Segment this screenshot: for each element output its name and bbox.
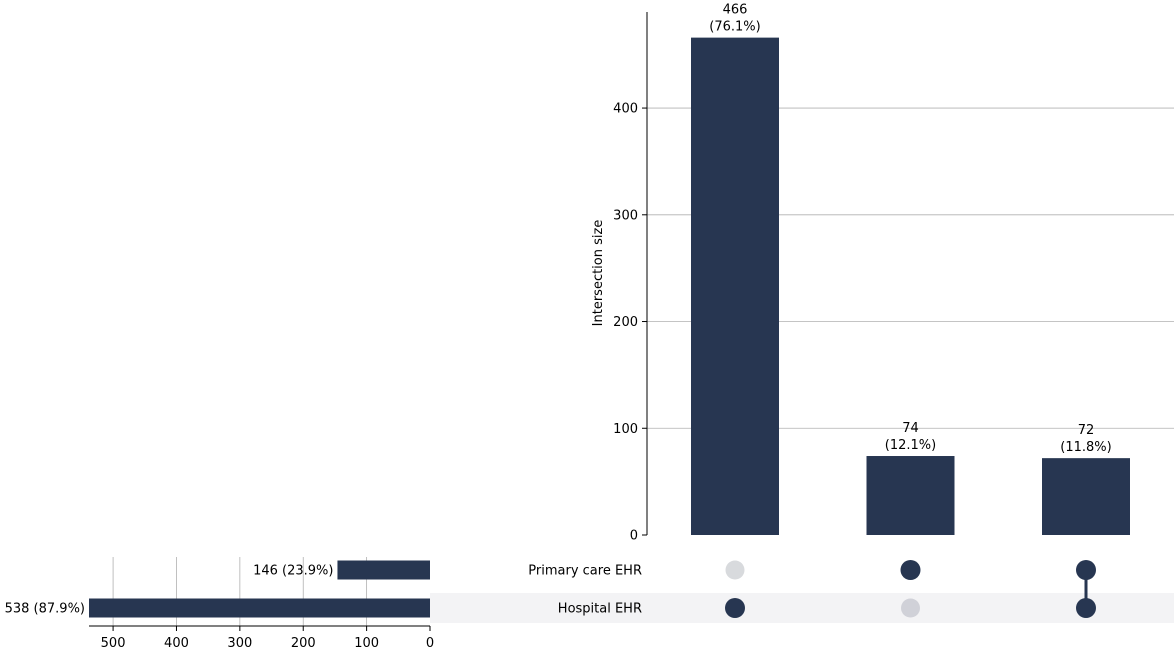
matrix-dot-inactive: [725, 560, 745, 580]
matrix-row-shade: [430, 593, 1174, 623]
intersection-bars: [691, 37, 1130, 535]
matrix-dot-active: [1076, 560, 1096, 580]
intersection-count-label: 74: [902, 421, 919, 436]
intersection-count-label: 72: [1078, 423, 1095, 438]
intersection-bar: [1042, 458, 1130, 535]
y-tick-label: 100: [613, 422, 638, 437]
x-tick-label: 100: [354, 636, 379, 650]
matrix-row-shading: [430, 593, 1174, 623]
set-size-bar: [89, 598, 430, 618]
set-name-hospital-ehr: Hospital EHR: [558, 602, 642, 617]
x-tick-label: 0: [426, 636, 434, 650]
y-tick-label: 400: [613, 102, 638, 117]
intersection-bar: [866, 456, 955, 535]
intersection-percent-label: (12.1%): [885, 438, 936, 453]
x-tick-label: 500: [101, 636, 126, 650]
matrix-dot-active: [725, 598, 745, 618]
labels: 0 100 200 300 400 466 (76.1%) 74 (12.1%) 72 (11.8%…: [5, 3, 1112, 650]
set-name-primary-care-ehr: Primary care EHR: [528, 564, 642, 579]
x-tick-label: 200: [291, 636, 316, 650]
grid-lines: [112, 107, 1174, 626]
intersection-percent-label: (76.1%): [709, 20, 760, 35]
axes: [89, 12, 648, 631]
y-axis-title: Intersection size: [591, 220, 606, 327]
x-tick-label: 400: [164, 636, 189, 650]
set-size-bars: [89, 560, 430, 618]
intersection-matrix: [725, 560, 1096, 618]
set-size-bar: [337, 560, 430, 580]
matrix-dot-active: [900, 560, 921, 580]
y-tick-label: 200: [613, 315, 638, 330]
matrix-dot-inactive: [901, 598, 920, 618]
x-tick-label: 300: [227, 636, 252, 650]
intersection-count-label: 466: [723, 3, 748, 18]
intersection-bar: [691, 37, 779, 535]
y-tick-label: 0: [630, 529, 638, 544]
set-size-label: 146 (23.9%): [253, 564, 333, 579]
set-size-label: 538 (87.9%): [5, 602, 85, 617]
intersection-percent-label: (11.8%): [1060, 440, 1111, 455]
y-tick-label: 300: [613, 208, 638, 223]
matrix-dot-active: [1076, 598, 1096, 618]
